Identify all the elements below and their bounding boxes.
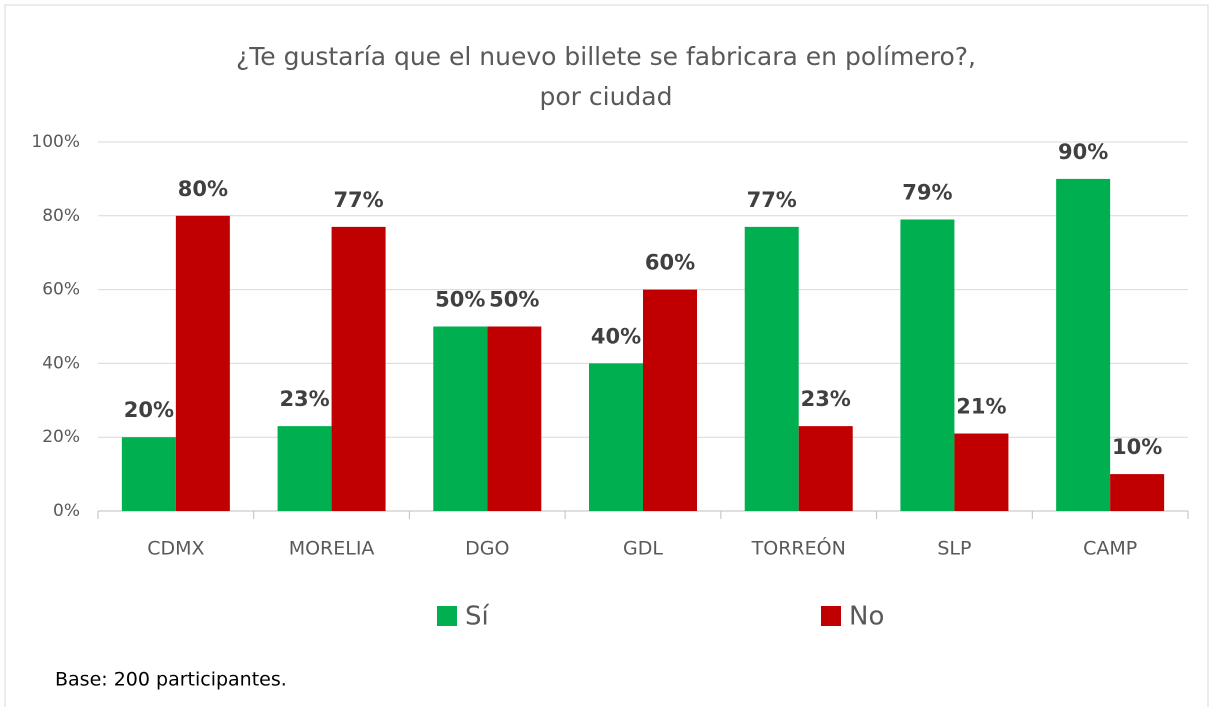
data-label: 20% [124,398,174,422]
bar [433,326,488,511]
bar [175,215,230,512]
bar [277,426,332,511]
chart-title: por ciudad [540,82,673,111]
bar [954,433,1009,511]
bar [331,226,386,511]
y-tick-label: 60% [42,280,80,300]
bar [744,226,799,511]
bar [1110,474,1165,511]
bar [487,326,542,511]
legend-swatch [821,606,841,626]
data-label: 60% [645,251,695,275]
data-label: 77% [747,188,797,212]
y-tick-label: 20% [42,427,80,447]
legend-label: No [849,602,884,632]
data-label: 10% [1112,435,1162,459]
data-label: 50% [489,288,539,312]
bar [1056,178,1111,511]
data-label: 80% [178,177,228,201]
bar [900,219,955,512]
data-label: 79% [902,180,952,204]
x-tick-label: DGO [465,538,509,560]
y-tick-label: 40% [42,353,80,373]
bar [643,289,697,511]
x-tick-label: CAMP [1083,538,1137,560]
bar [121,437,176,511]
note: Base: 200 participantes. [55,669,287,691]
x-tick-label: GDL [623,538,663,560]
x-tick-label: TORREÓN [751,536,846,560]
legend-label: Sí [465,602,490,632]
data-label: 50% [435,288,485,312]
data-label: 23% [801,387,851,411]
data-label: 90% [1058,140,1108,164]
x-tick-label: MORELIA [289,538,375,560]
bar [798,426,853,511]
data-label: 77% [333,188,383,212]
x-tick-label: CDMX [147,538,204,560]
y-tick-label: 100% [31,132,80,152]
data-label: 23% [279,387,329,411]
y-tick-label: 0% [53,501,80,521]
data-label: 21% [956,395,1006,419]
legend-swatch [437,606,457,626]
x-tick-label: SLP [937,538,971,560]
data-label: 40% [591,324,641,348]
bar [589,363,643,511]
y-tick-label: 80% [42,206,80,226]
chart-title: ¿Te gustaría que el nuevo billete se fab… [236,42,976,71]
